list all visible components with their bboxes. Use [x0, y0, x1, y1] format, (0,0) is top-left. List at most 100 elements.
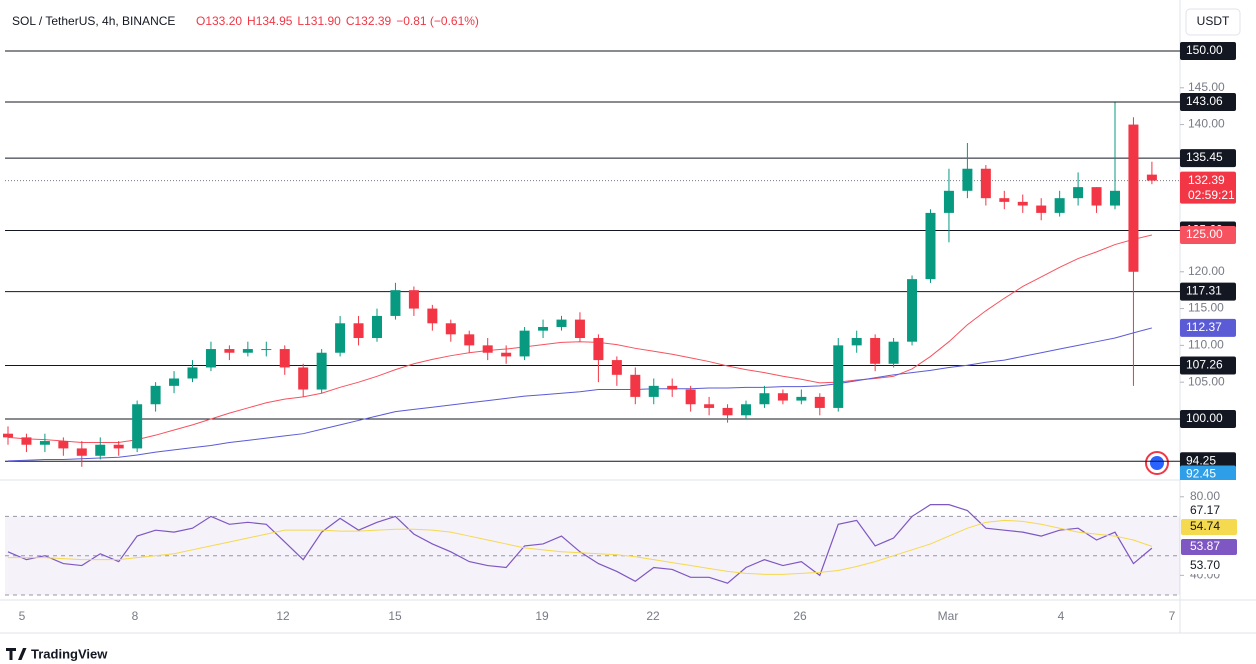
x-tick-label: 8: [132, 609, 139, 623]
x-tick-label: 4: [1058, 609, 1065, 623]
ohlc-value: −0.81 (−0.61%): [396, 14, 479, 28]
candle-body: [242, 349, 253, 353]
candle-body: [593, 338, 604, 361]
candle-body: [925, 212, 936, 280]
candle-body: [21, 437, 32, 445]
candle-body: [224, 349, 235, 353]
level-label-bg: [1180, 149, 1236, 168]
rsi-tick-label: 80.00: [1190, 489, 1220, 503]
candle-body: [1091, 187, 1102, 206]
rsi-label-bg: [1181, 558, 1237, 574]
candle-body: [888, 341, 899, 364]
candle-body: [1146, 174, 1157, 181]
candle-body: [261, 349, 272, 351]
candle-body: [685, 389, 696, 405]
y-tick-label: 110.00: [1188, 338, 1224, 352]
level-label: 135.45: [1186, 150, 1223, 164]
candle-body: [279, 349, 290, 368]
candle-body: [796, 396, 807, 401]
hidden-level-label: 92.45: [1186, 467, 1216, 481]
candle-body: [1017, 201, 1028, 206]
rsi-label: 67.17: [1190, 503, 1220, 517]
rsi-line: [7, 504, 1153, 584]
candle-body: [962, 168, 973, 191]
candle-body: [833, 345, 844, 408]
candle-body: [205, 349, 216, 368]
candle-body: [759, 393, 770, 405]
x-tick-label: 26: [793, 609, 807, 623]
countdown-label: 02:59:21: [1188, 188, 1235, 202]
candle-body: [39, 441, 50, 445]
brand-icon: [6, 648, 27, 660]
candle-body: [482, 345, 493, 353]
x-tick-label: 7: [1169, 609, 1176, 623]
hidden-level-bg: [1180, 465, 1236, 480]
candle-body: [150, 385, 161, 405]
candle-body: [132, 404, 143, 449]
candle-body: [501, 352, 512, 357]
candle-body: [907, 279, 918, 342]
level-label-bg: [1180, 282, 1236, 301]
y-tick-label: 120.00: [1188, 264, 1225, 278]
level-label-bg: [1180, 356, 1236, 375]
candle-body: [943, 190, 954, 213]
moving-average: [7, 327, 1153, 462]
ohlc-value: H134.95: [247, 14, 293, 28]
candle-body: [372, 315, 382, 339]
level-label: 150.00: [1186, 43, 1223, 57]
ma-label: 112.37: [1186, 320, 1222, 334]
candle-body: [704, 404, 715, 408]
ohlc-legend: O133.20 H134.95 L131.90 C132.39 −0.81 (−0.61…: [196, 14, 479, 28]
currency-label[interactable]: USDT: [1197, 14, 1230, 28]
level-label-bg: [1180, 93, 1236, 112]
candle-body: [58, 441, 69, 449]
ohlc-value: L131.90: [297, 14, 341, 28]
level-label: 94.25: [1186, 453, 1216, 467]
candle-body: [538, 326, 549, 331]
candle-body: [464, 334, 475, 346]
level-label: 100.00: [1186, 411, 1223, 425]
rsi-last-label: 54.74: [1190, 519, 1220, 533]
price-pane: [3, 50, 1180, 467]
currency-button[interactable]: [1185, 8, 1241, 36]
ma-label-bg: [1180, 225, 1236, 244]
y-tick-label: 105.00: [1188, 374, 1225, 388]
ma-label-bg: [1180, 318, 1236, 337]
candle-body: [741, 404, 751, 416]
brand-name: TradingView: [31, 646, 108, 661]
candle-body: [870, 338, 881, 364]
candle-body: [574, 319, 585, 339]
brand-logo: TradingView: [6, 646, 108, 661]
candle-body: [76, 448, 87, 456]
rsi-line: [8, 519, 1153, 575]
candle-body: [814, 396, 825, 408]
ohlc-value: O133.20: [196, 14, 242, 28]
candle-body: [353, 323, 364, 339]
last-price-bg: [1180, 171, 1236, 204]
flag-core: [1150, 456, 1164, 470]
x-tick-label: Mar: [938, 609, 959, 623]
x-tick-label: 12: [276, 609, 290, 623]
candle-body: [95, 444, 106, 456]
candle-body: [777, 393, 788, 401]
candle-body: [390, 290, 401, 316]
price-axis: 145.00 140.00 120.00 115.00 110.00 105.00 150.…: [1180, 41, 1236, 481]
candle-body: [298, 367, 309, 390]
candle-body: [316, 352, 327, 390]
candle-body: [630, 374, 641, 397]
rsi-last-bg: [1181, 539, 1237, 555]
y-tick-label: 140.00: [1188, 117, 1225, 131]
candle-body: [1110, 190, 1120, 206]
level-label-bg: [1180, 41, 1236, 60]
ma-label: 125.00: [1186, 227, 1223, 241]
candle-body: [1073, 187, 1084, 199]
candle-body: [113, 444, 124, 449]
level-label: 117.31: [1186, 284, 1222, 298]
ohlc-value: C132.39: [346, 14, 392, 28]
x-tick-label: 15: [388, 609, 402, 623]
candle-body: [1036, 205, 1047, 213]
level-label: 143.06: [1186, 94, 1223, 108]
